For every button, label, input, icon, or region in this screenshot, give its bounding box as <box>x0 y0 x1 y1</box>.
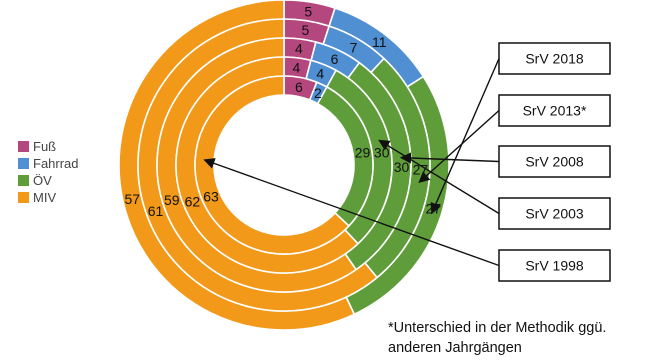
legend-label: MIV <box>33 190 57 205</box>
legend-label: ÖV <box>33 173 52 188</box>
value-label: 59 <box>164 192 180 208</box>
legend-item-fuß: Fuß <box>18 138 79 155</box>
legend-item-fahrrad: Fahrrad <box>18 155 79 172</box>
legend-label: Fuß <box>33 139 57 154</box>
value-label: 30 <box>394 159 410 175</box>
legend-item-öv: ÖV <box>18 172 79 189</box>
value-label: 29 <box>355 145 371 161</box>
callout-srv-2003: SrV 2003 <box>378 139 611 230</box>
callout-srv-1998: SrV 1998 <box>203 158 611 282</box>
callout-label: SrV 2018 <box>525 51 584 67</box>
value-label: 11 <box>372 34 387 50</box>
callout-label: SrV 2013* <box>523 103 587 119</box>
value-label: 4 <box>316 65 324 81</box>
callout-arrow <box>203 158 500 267</box>
callout-arrow <box>418 109 500 184</box>
callout-box <box>498 145 611 178</box>
legend-swatch <box>18 175 29 186</box>
value-label: 5 <box>301 22 309 38</box>
legend-item-miv: MIV <box>18 189 79 206</box>
callout-arrow <box>430 58 500 215</box>
value-label: 2 <box>314 85 322 101</box>
value-label: 6 <box>295 79 303 95</box>
value-label: 6 <box>331 51 339 67</box>
segment-srv-1998-miv <box>194 75 351 255</box>
callout-arrow <box>378 139 500 215</box>
value-label: 57 <box>124 191 140 207</box>
value-label: 7 <box>350 40 358 56</box>
value-label: 30 <box>374 145 390 161</box>
callout-label: SrV 2003 <box>525 206 584 222</box>
legend: Fuß Fahrrad ÖV MIV <box>18 138 79 206</box>
callout-srv-2008: SrV 2008 <box>399 145 611 178</box>
value-label: 61 <box>148 203 164 219</box>
callout-srv-2013: SrV 2013* <box>418 94 611 184</box>
value-label: 63 <box>203 189 219 205</box>
value-label: 62 <box>185 193 201 209</box>
callout-box <box>498 94 611 127</box>
legend-swatch <box>18 158 29 169</box>
value-label: 4 <box>292 59 300 75</box>
legend-swatch <box>18 141 29 152</box>
legend-label: Fahrrad <box>33 156 79 171</box>
value-label: 5 <box>304 3 312 19</box>
callout-label: SrV 2008 <box>525 154 584 170</box>
callout-label: SrV 1998 <box>525 258 584 274</box>
value-label: 4 <box>295 40 303 56</box>
callout-srv-2018: SrV 2018 <box>430 42 611 215</box>
legend-swatch <box>18 192 29 203</box>
callout-arrow <box>399 152 500 164</box>
footnote: *Unterschied in der Methodik ggü. andere… <box>388 320 607 356</box>
